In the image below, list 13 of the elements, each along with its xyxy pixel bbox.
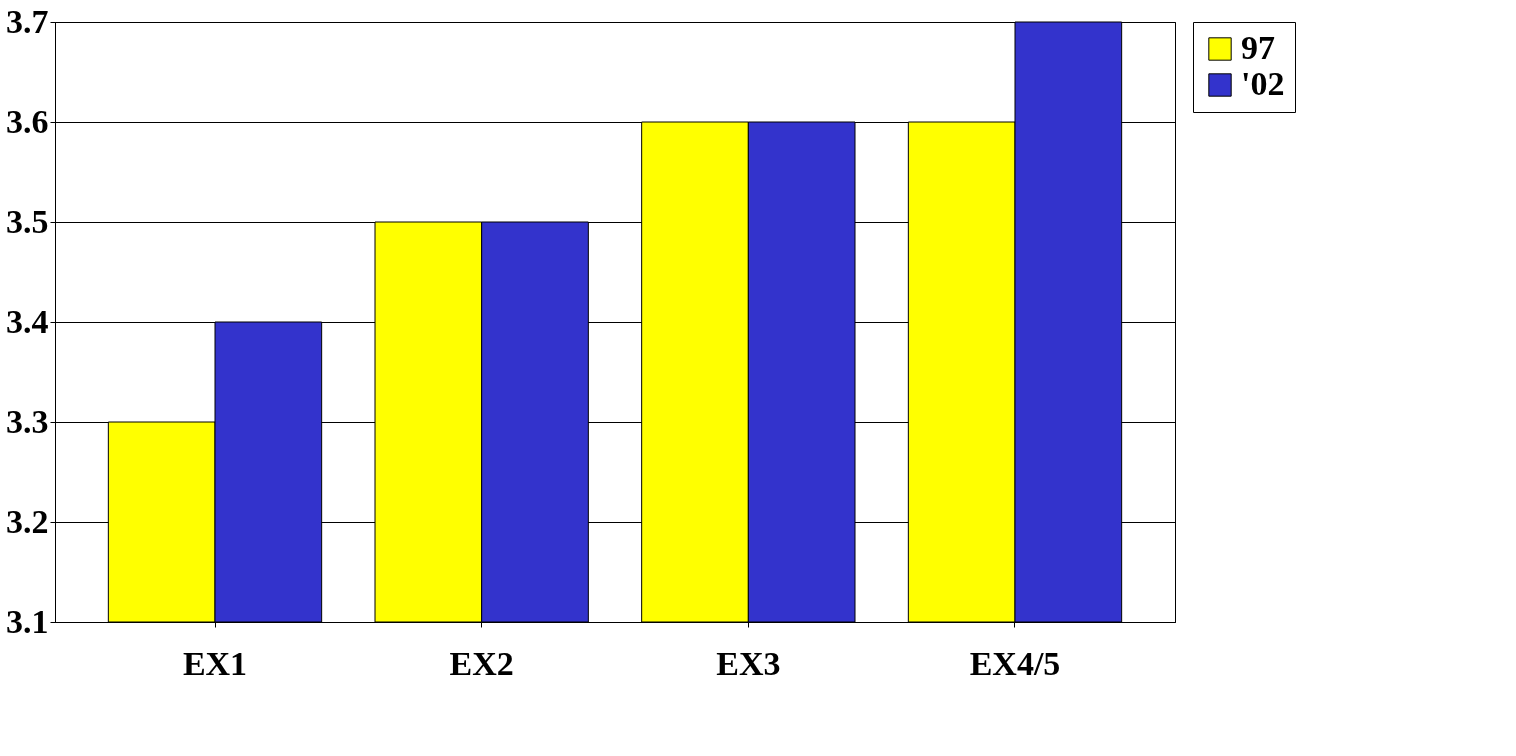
y-tick-label: 3.6 xyxy=(6,102,49,140)
y-tick-label: 3.7 xyxy=(6,2,49,40)
y-tick-label: 3.1 xyxy=(6,602,49,640)
x-tick-label: EX2 xyxy=(449,644,514,682)
y-tick-label: 3.5 xyxy=(6,202,49,240)
x-tick-label: EX4/5 xyxy=(969,644,1061,682)
x-tick-label: EX3 xyxy=(716,644,781,682)
legend-label: 97 xyxy=(1241,29,1275,66)
y-tick-label: 3.2 xyxy=(6,502,49,540)
y-tick-label: 3.4 xyxy=(6,302,49,340)
y-tick-label: 3.3 xyxy=(6,402,49,440)
legend-label: '02 xyxy=(1241,65,1285,102)
x-tick-label: EX1 xyxy=(182,644,248,682)
